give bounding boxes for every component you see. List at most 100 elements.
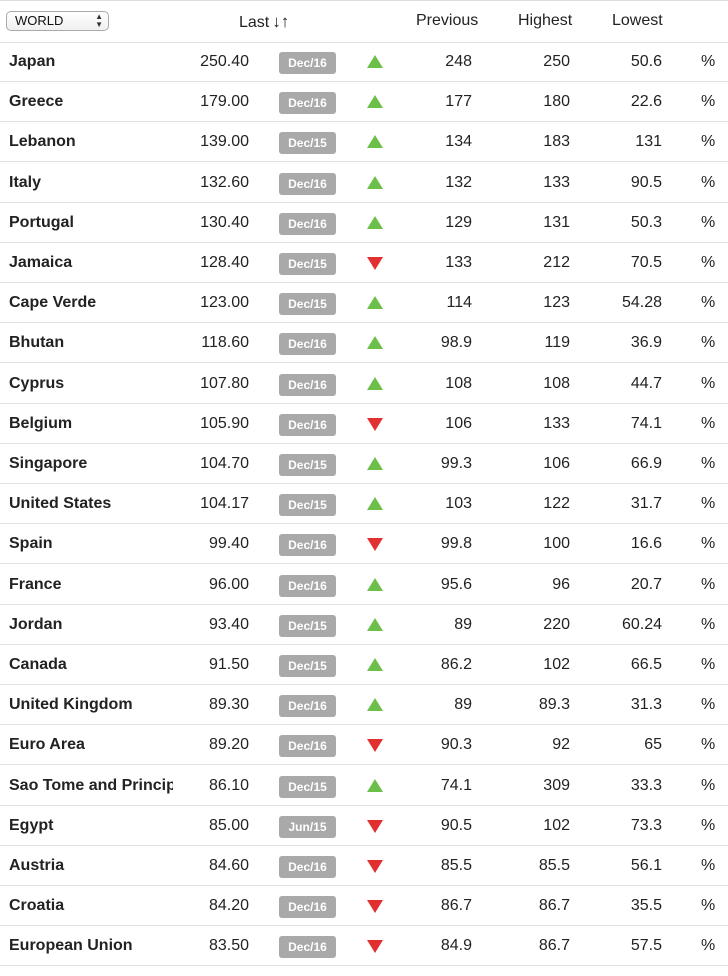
country-name-link[interactable]: United Kingdom <box>9 696 133 714</box>
table-row[interactable]: Euro Area 89.20 Dec/16 90.3 92 65% <box>0 725 728 766</box>
top-border <box>0 0 728 1</box>
table-row[interactable]: Italy 132.60 Dec/16 132 133 90.5% <box>0 163 728 203</box>
highest-value: 102 <box>543 656 570 673</box>
country-name-link[interactable]: Egypt <box>9 816 54 834</box>
lowest-value: 56.1 <box>630 857 662 874</box>
country-name-link[interactable]: Sao Tome and Principe <box>9 776 173 794</box>
country-name-link[interactable]: Spain <box>9 535 53 553</box>
country-name-link[interactable]: France <box>9 575 62 593</box>
date-badge: Dec/15 <box>279 454 336 476</box>
country-name-link[interactable]: Greece <box>9 93 64 111</box>
highest-value: 250 <box>543 53 570 70</box>
table-row[interactable]: France 96.00 Dec/16 95.6 96 20.7% <box>0 565 728 605</box>
table-row[interactable]: Canada 91.50 Dec/15 86.2 102 66.5% <box>0 645 728 685</box>
country-name-link[interactable]: Euro Area <box>9 736 85 754</box>
previous-value: 74.1 <box>440 776 472 794</box>
lowest-value: 90.5 <box>630 173 662 191</box>
table-row[interactable]: Sao Tome and Principe 86.10 Dec/15 74.1 309 3… <box>0 766 728 806</box>
table-row[interactable]: United Kingdom 89.30 Dec/16 89 89.3 31.3% <box>0 685 728 726</box>
column-header-previous[interactable]: Previous <box>416 12 479 29</box>
column-header-highest[interactable]: Highest <box>518 12 573 29</box>
unit-label: % <box>701 495 716 513</box>
last-value: 93.40 <box>208 615 249 633</box>
lowest-value: 44.7 <box>630 374 662 392</box>
table-row[interactable]: Egypt 85.00 Jun/15 90.5 102 73.3% <box>0 806 728 846</box>
lowest-value: 60.24 <box>621 615 662 633</box>
previous-value: 103 <box>445 495 472 513</box>
table-row[interactable]: Lebanon 139.00 Dec/15 134 183 131% <box>0 122 728 163</box>
lowest-value: 73.3 <box>630 816 662 834</box>
country-name-link[interactable]: Canada <box>9 656 67 673</box>
sort-icon[interactable]: ↓↑ <box>272 12 290 31</box>
highest-value: 123 <box>543 294 570 312</box>
trend-up-icon <box>367 376 383 390</box>
last-value: 128.40 <box>200 254 249 271</box>
previous-value: 90.5 <box>440 816 472 834</box>
country-name-link[interactable]: Cyprus <box>9 374 65 392</box>
table-row[interactable]: Austria 84.60 Dec/16 85.5 85.5 56.1% <box>0 846 728 886</box>
table-row[interactable]: Cyprus 107.80 Dec/16 108 108 44.7% <box>0 364 728 404</box>
last-value: 123.00 <box>200 294 249 312</box>
highest-value: 100 <box>543 535 570 553</box>
country-name-link[interactable]: Lebanon <box>9 133 76 151</box>
country-name-link[interactable]: Belgium <box>9 414 73 432</box>
table-row[interactable]: Croatia 84.20 Dec/16 86.7 86.7 35.5% <box>0 886 728 927</box>
unit-label: % <box>701 93 716 111</box>
last-value: 107.80 <box>200 374 249 392</box>
date-badge: Dec/16 <box>279 92 336 115</box>
table-row[interactable]: Jordan 93.40 Dec/15 89 220 60.24% <box>0 605 728 645</box>
country-name-link[interactable]: Japan <box>9 53 56 70</box>
region-select[interactable]: WORLD ▲ ▼ <box>6 11 109 31</box>
country-name-link[interactable]: Croatia <box>9 897 65 915</box>
highest-value: 102 <box>543 816 570 834</box>
date-badge: Jun/15 <box>279 815 336 838</box>
country-name-link[interactable]: Austria <box>9 857 65 874</box>
date-badge: Dec/16 <box>279 534 336 557</box>
trend-up-icon <box>367 658 383 671</box>
date-badge: Dec/15 <box>279 132 336 155</box>
table-row[interactable]: Singapore 104.70 Dec/15 99.3 106 66.9% <box>0 444 728 484</box>
previous-value: 99.3 <box>440 455 472 472</box>
country-name-link[interactable]: Jordan <box>9 615 63 633</box>
lowest-value: 66.5 <box>630 656 662 673</box>
unit-label: % <box>701 857 716 874</box>
country-name-link[interactable]: Portugal <box>9 213 74 231</box>
last-value: 86.10 <box>208 776 249 794</box>
lowest-value: 50.3 <box>630 213 662 231</box>
country-name-link[interactable]: Singapore <box>9 455 88 472</box>
country-name-link[interactable]: Jamaica <box>9 254 73 271</box>
table-row[interactable]: European Union 83.50 Dec/16 84.9 86.7 57.5% <box>0 926 728 967</box>
previous-value: 133 <box>445 254 472 271</box>
lowest-value: 74.1 <box>630 414 662 432</box>
unit-label: % <box>701 575 716 593</box>
highest-value: 220 <box>543 615 570 633</box>
country-name-link[interactable]: European Union <box>9 937 133 955</box>
country-name-link[interactable]: United States <box>9 495 112 513</box>
date-badge: Dec/16 <box>279 212 336 235</box>
unit-label: % <box>701 374 716 392</box>
highest-value: 92 <box>552 736 570 754</box>
date-badge: Dec/15 <box>279 293 336 316</box>
table-row[interactable]: Japan 250.40 Dec/16 248 250 50.6% <box>0 42 728 82</box>
column-header-lowest[interactable]: Lowest <box>612 12 663 29</box>
previous-value: 85.5 <box>440 857 472 874</box>
country-name-link[interactable]: Italy <box>9 173 42 191</box>
table-row[interactable]: Bhutan 118.60 Dec/16 98.9 119 36.9% <box>0 323 728 364</box>
previous-value: 177 <box>445 93 472 111</box>
country-name-link[interactable]: Cape Verde <box>9 294 97 312</box>
country-name-link[interactable]: Bhutan <box>9 334 65 352</box>
previous-value: 89 <box>454 615 472 633</box>
column-header-last[interactable]: Last ↓↑ <box>239 12 289 32</box>
table-row[interactable]: Portugal 130.40 Dec/16 129 131 50.3% <box>0 203 728 243</box>
table-row[interactable]: Spain 99.40 Dec/16 99.8 100 16.6% <box>0 524 728 565</box>
previous-value: 86.7 <box>440 897 472 915</box>
trend-up-icon <box>367 175 383 189</box>
table-row[interactable]: Greece 179.00 Dec/16 177 180 22.6% <box>0 82 728 123</box>
table-row[interactable]: United States 104.17 Dec/15 103 122 31.7% <box>0 484 728 525</box>
table-row[interactable]: Belgium 105.90 Dec/16 106 133 74.1% <box>0 404 728 444</box>
table-row[interactable]: Cape Verde 123.00 Dec/15 114 123 54.28% <box>0 283 728 324</box>
date-badge: Dec/15 <box>279 614 336 637</box>
highest-value: 131 <box>543 213 570 231</box>
table-row[interactable]: Jamaica 128.40 Dec/15 133 212 70.5% <box>0 243 728 283</box>
date-badge: Dec/16 <box>279 936 336 959</box>
